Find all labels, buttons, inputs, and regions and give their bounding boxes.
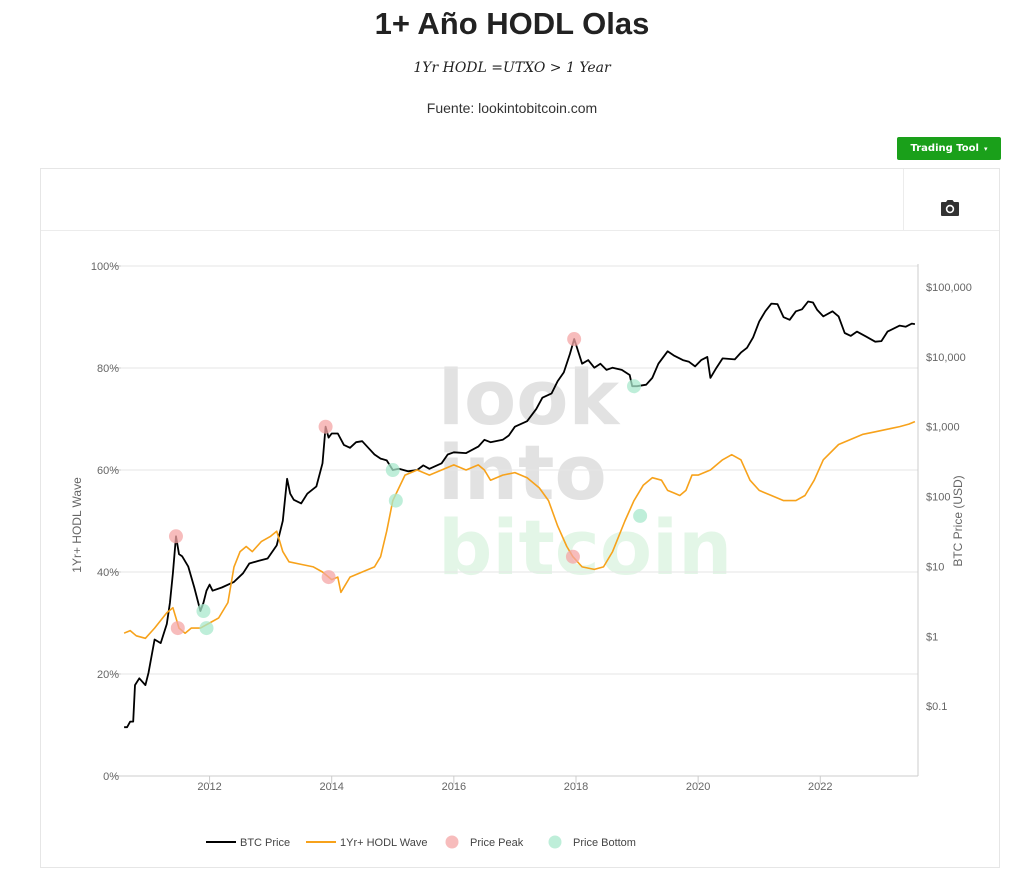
- legend-label: BTC Price: [240, 837, 290, 849]
- x-tick-label: 2022: [808, 781, 832, 793]
- y-axis-right: $0.1 $1 $10 $100 $1,000 $10,000 $100,000 BTC Pr…: [917, 264, 972, 776]
- x-tick-label: 2014: [319, 781, 343, 793]
- x-tick-label: 2016: [442, 781, 466, 793]
- legend-circle-symbol: [445, 835, 459, 849]
- price-bottom-marker: [385, 463, 400, 478]
- legend-item-1yr-hodl-wave[interactable]: 1Yr+ HODL Wave: [306, 837, 428, 849]
- x-tick-label: 2018: [564, 781, 588, 793]
- y-left-tick-label: 100%: [91, 261, 119, 273]
- trading-tool-label: Trading Tool: [910, 143, 979, 154]
- y-right-tick-label: $0.1: [926, 701, 947, 713]
- y-right-tick-label: $1: [926, 631, 938, 643]
- hodl-wave-line: [123, 420, 916, 640]
- hodl-bottom-marker: [633, 508, 648, 523]
- toolbar-separator: [41, 230, 999, 231]
- y-axis-left: 0% 20% 40% 60% 80% 100% 1Yr+ HODL Wave: [70, 261, 121, 783]
- y-left-tick-label: 0%: [103, 771, 119, 783]
- markers-layer: [168, 332, 648, 636]
- legend-label: Price Peak: [470, 837, 524, 849]
- legend-item-price-peak[interactable]: Price Peak: [445, 835, 524, 850]
- x-tick-label: 2012: [197, 781, 221, 793]
- y-left-tick-label: 60%: [97, 465, 119, 477]
- price-peak-marker: [318, 419, 333, 434]
- y-right-tick-label: $10: [926, 561, 944, 573]
- legend-item-btc-price[interactable]: BTC Price: [206, 837, 290, 849]
- source-text: Fuente: lookintobitcoin.com: [426, 100, 598, 116]
- y-left-axis-title: 1Yr+ HODL Wave: [70, 477, 84, 573]
- x-tick-label: 2020: [686, 781, 710, 793]
- price-bottom-marker: [196, 604, 211, 619]
- legend-label: 1Yr+ HODL Wave: [340, 837, 428, 849]
- y-right-tick-label: $1,000: [926, 422, 960, 434]
- price-bottom-marker: [627, 379, 642, 394]
- y-right-tick-label: $100: [926, 492, 950, 504]
- y-left-tick-label: 40%: [97, 567, 119, 579]
- hodl-peak-marker: [170, 621, 185, 636]
- hodl-bottom-marker: [199, 621, 214, 636]
- watermark-line-into: into: [438, 428, 607, 517]
- chevron-down-icon: ▾: [983, 144, 988, 153]
- y-left-tick-label: 80%: [97, 363, 119, 375]
- page-title: 1+ Año HODL Olas: [374, 6, 650, 41]
- price-peak-marker: [567, 332, 582, 347]
- price-peak-marker: [168, 529, 183, 544]
- y-right-tick-label: $10,000: [926, 352, 966, 364]
- hodl-formula: 1Yr HODL =UTXO > 1 Year: [413, 60, 611, 76]
- legend-label: Price Bottom: [573, 837, 636, 849]
- legend-item-price-bottom[interactable]: Price Bottom: [548, 835, 636, 850]
- toolbar-divider: [903, 169, 904, 231]
- hodl-bottom-marker: [388, 493, 403, 508]
- legend-circle-symbol: [548, 835, 562, 849]
- series-layer: [123, 300, 916, 729]
- btc-price-line: [124, 300, 916, 729]
- y-right-axis-title: BTC Price (USD): [951, 475, 965, 566]
- gridlines: [121, 265, 918, 777]
- chart-container: look into bitcoin 0% 20% 40% 60% 80% 100% 1Yr+ H…: [40, 168, 1000, 868]
- y-left-tick-label: 20%: [97, 669, 119, 681]
- y-right-tick-label: $100,000: [926, 282, 972, 294]
- camera-icon[interactable]: [936, 195, 964, 221]
- hodl-peak-marker: [321, 570, 336, 585]
- watermark-line-bitcoin: bitcoin: [438, 503, 732, 592]
- watermark: lookintobitcoin: [438, 353, 732, 592]
- trading-tool-button[interactable]: Trading Tool ▾: [897, 137, 1001, 160]
- hodl-wave-chart: lookintobitcoin 0% 20% 40% 60% 80% 100% 1Yr+ H…: [70, 261, 972, 850]
- x-axis: 2012 2014 2016 2018 2020 2022: [197, 776, 833, 793]
- chart-legend[interactable]: BTC Price 1Yr+ HODL Wave Price Peak Price B…: [206, 835, 636, 850]
- hodl-peak-marker: [565, 549, 580, 564]
